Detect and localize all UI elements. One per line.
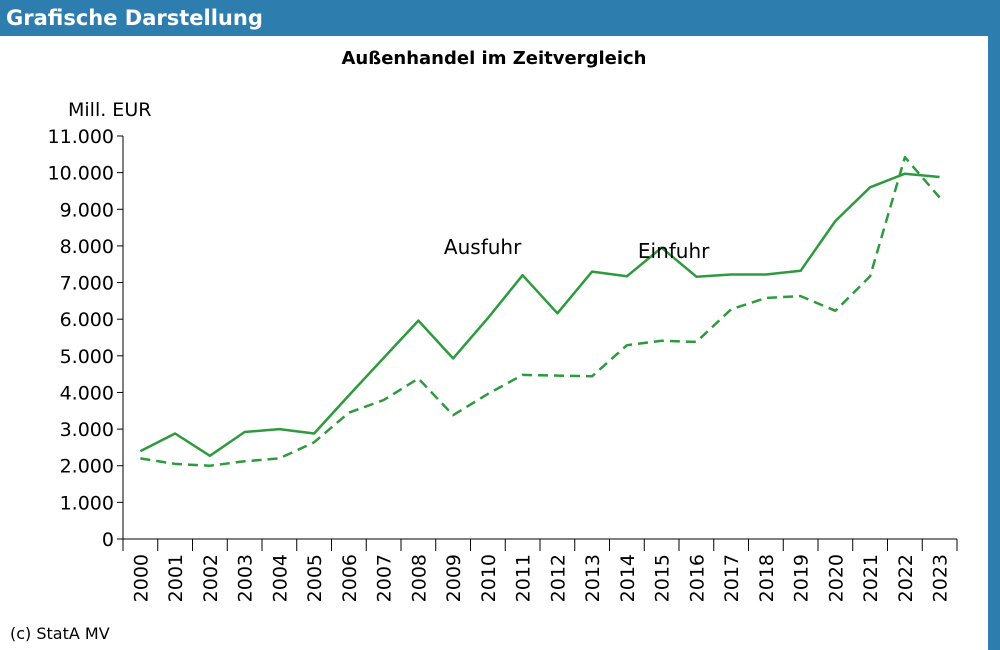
y-tick-label: 1.000 <box>60 492 114 514</box>
x-tick-label: 2005 <box>304 554 326 602</box>
data-point-einfuhr <box>487 393 489 395</box>
footer-copyright: (c) StatA MV <box>10 624 110 643</box>
y-tick-label: 6.000 <box>60 309 114 331</box>
y-axis-label: Mill. EUR <box>68 99 151 121</box>
x-tick-label: 2019 <box>791 554 813 602</box>
y-tick-label: 8.000 <box>60 236 114 258</box>
y-tick-label: 3.000 <box>60 419 114 441</box>
data-point-einfuhr <box>348 411 350 413</box>
data-point-ausfuhr <box>799 270 801 272</box>
data-point-einfuhr <box>209 465 211 467</box>
data-point-einfuhr <box>834 310 836 312</box>
data-point-ausfuhr <box>174 432 176 434</box>
data-point-einfuhr <box>556 374 558 376</box>
chart-title: Außenhandel im Zeitvergleich <box>341 48 647 69</box>
data-point-ausfuhr <box>278 428 280 430</box>
data-point-einfuhr <box>139 457 141 459</box>
x-tick-label: 2003 <box>235 554 257 602</box>
data-point-einfuhr <box>626 344 628 346</box>
data-point-ausfuhr <box>417 319 419 321</box>
y-tick-label: 7.000 <box>60 273 114 295</box>
series-label-ausfuhr: Ausfuhr <box>444 235 522 259</box>
data-point-ausfuhr <box>765 273 767 275</box>
x-tick-label: 2021 <box>860 554 882 602</box>
data-point-einfuhr <box>174 463 176 465</box>
data-point-einfuhr <box>904 156 906 158</box>
data-point-einfuhr <box>278 457 280 459</box>
data-point-ausfuhr <box>348 394 350 396</box>
data-point-ausfuhr <box>209 455 211 457</box>
y-tick-label: 10.000 <box>48 163 114 185</box>
series-labels: Ausfuhr Einfuhr <box>444 235 710 263</box>
series-line-ausfuhr <box>139 172 940 458</box>
data-point-einfuhr <box>660 340 662 342</box>
series-label-einfuhr: Einfuhr <box>638 239 710 263</box>
x-tick-label: 2004 <box>269 554 291 602</box>
y-tick-label: 4.000 <box>60 382 114 404</box>
x-tick-label: 2007 <box>374 554 396 602</box>
x-tick-label: 2006 <box>339 554 361 602</box>
data-point-einfuhr <box>382 399 384 401</box>
y-tick-label: 2.000 <box>60 456 114 478</box>
data-point-einfuhr <box>452 414 454 416</box>
x-tick-label: 2009 <box>443 554 465 602</box>
data-point-einfuhr <box>799 295 801 297</box>
header-title: Grafische Darstellung <box>6 6 263 30</box>
data-point-ausfuhr <box>521 274 523 276</box>
series-line-einfuhr <box>140 155 941 467</box>
x-tick-label: 2015 <box>652 554 674 602</box>
x-tick-label: 2013 <box>582 554 604 602</box>
data-point-einfuhr <box>417 377 419 379</box>
header-bar: Grafische Darstellung <box>0 0 1000 36</box>
data-point-einfuhr <box>938 196 940 198</box>
x-tick-label: 2011 <box>513 554 535 602</box>
x-tick-label: 2023 <box>930 554 952 602</box>
data-point-ausfuhr <box>487 317 489 319</box>
x-tick-label: 2020 <box>825 554 847 602</box>
x-tick-label: 2018 <box>756 554 778 602</box>
x-tick-label: 2014 <box>617 554 639 602</box>
x-axis: 2000 2001 2002 2003 2004 2005 2006 2007 2008 2009… <box>122 538 958 602</box>
x-tick-label: 2001 <box>165 554 187 602</box>
data-point-ausfuhr <box>834 220 836 222</box>
y-tick-label: 11.000 <box>48 126 114 148</box>
data-point-einfuhr <box>869 275 871 277</box>
y-tick-label: 9.000 <box>60 199 114 221</box>
x-tick-label: 2000 <box>130 554 152 602</box>
series-layer <box>139 155 941 467</box>
data-point-ausfuhr <box>243 431 245 433</box>
data-point-ausfuhr <box>591 270 593 272</box>
data-point-ausfuhr <box>938 176 940 178</box>
data-point-einfuhr <box>765 297 767 299</box>
right-border-bar <box>988 36 1000 650</box>
data-point-ausfuhr <box>904 173 906 175</box>
data-point-ausfuhr <box>556 312 558 314</box>
data-point-ausfuhr <box>139 450 141 452</box>
y-tick-label: 0 <box>102 529 114 551</box>
x-tick-label: 2012 <box>547 554 569 602</box>
data-point-ausfuhr <box>626 275 628 277</box>
data-point-ausfuhr <box>730 273 732 275</box>
data-point-einfuhr <box>730 308 732 310</box>
y-tick-label: 5.000 <box>60 346 114 368</box>
y-axis: 0 1.000 2.000 3.000 4.000 5.000 6.000 7.000 8.00… <box>48 126 124 551</box>
data-point-ausfuhr <box>869 186 871 188</box>
data-point-einfuhr <box>695 341 697 343</box>
x-tick-label: 2017 <box>721 554 743 602</box>
x-tick-label: 2022 <box>895 554 917 602</box>
x-tick-label: 2010 <box>478 554 500 602</box>
data-point-ausfuhr <box>695 275 697 277</box>
data-point-einfuhr <box>591 375 593 377</box>
x-tick-label: 2016 <box>686 554 708 602</box>
data-point-einfuhr <box>243 460 245 462</box>
x-tick-label: 2002 <box>200 554 222 602</box>
data-point-ausfuhr <box>313 432 315 434</box>
data-point-einfuhr <box>313 441 315 443</box>
line-chart: Mill. EUR 0 1.000 2.000 3.000 4.000 5.000 6.00… <box>48 99 958 602</box>
data-point-ausfuhr <box>382 357 384 359</box>
data-point-einfuhr <box>521 374 523 376</box>
data-point-ausfuhr <box>452 357 454 359</box>
x-tick-label: 2008 <box>408 554 430 602</box>
